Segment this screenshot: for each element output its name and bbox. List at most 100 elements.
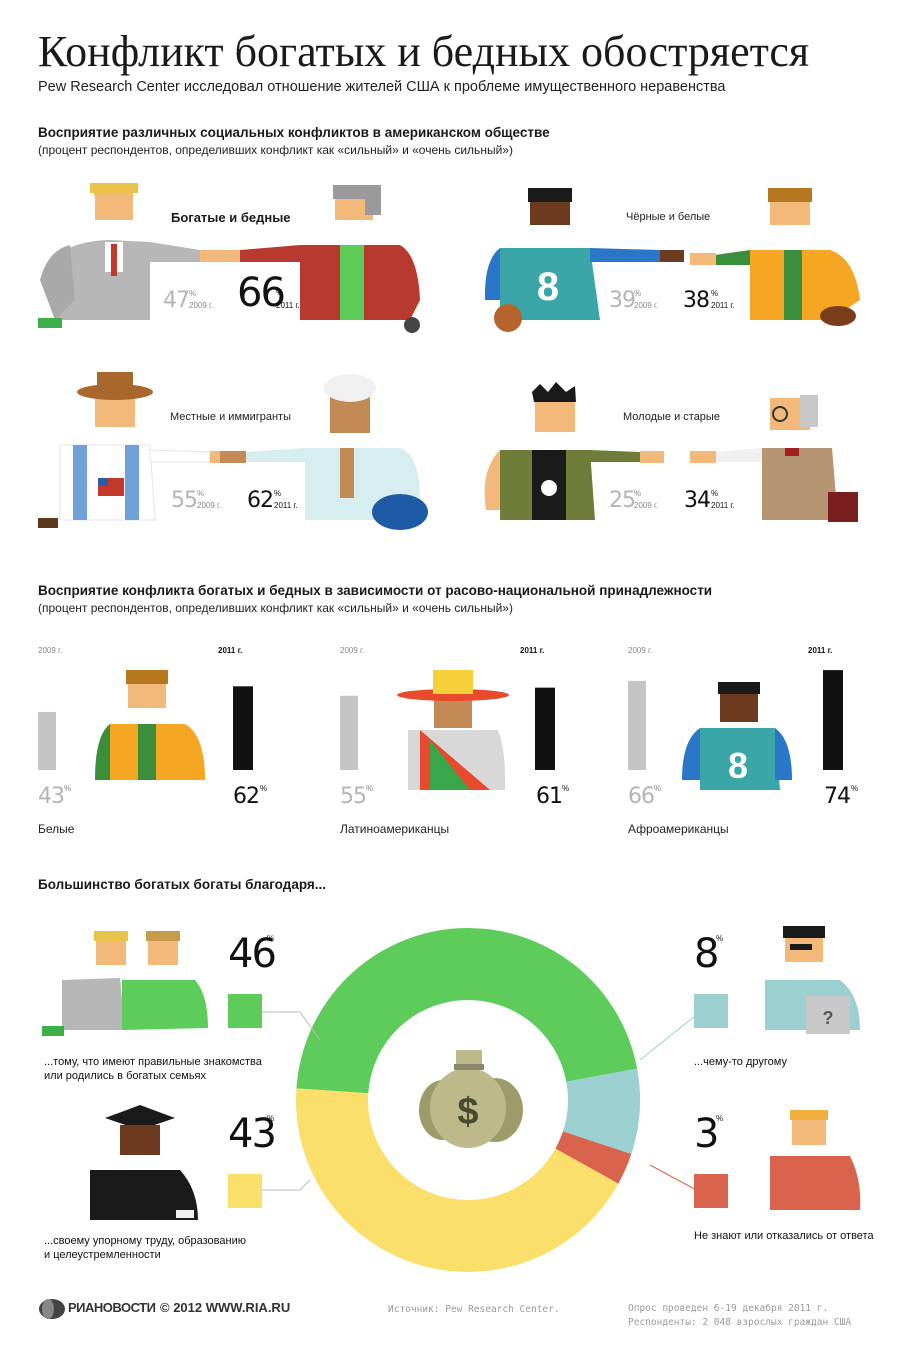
black-2011-header: 2011 г. bbox=[808, 646, 833, 655]
black-2011-value: 74 bbox=[824, 784, 851, 809]
latino-label: Латиноамериканцы bbox=[340, 822, 450, 836]
rich-poor-2011-value: 66 bbox=[237, 270, 286, 316]
locals-immigrants-2009-pct: % bbox=[197, 489, 205, 498]
young-old-2011-year: 2011 г. bbox=[711, 501, 735, 510]
dont-know-illustration bbox=[770, 1110, 861, 1210]
young-old-2011-pct: % bbox=[711, 489, 719, 498]
footer-respondents: Респонденты: 2 048 взрослых граждан США bbox=[628, 1317, 852, 1328]
rich-poor-2009-value: 47 bbox=[163, 288, 190, 313]
locals-immigrants-2011-pct: % bbox=[274, 489, 282, 498]
conflict-label-black-white: Чёрные и белые bbox=[626, 211, 711, 223]
connections-text-2: или родились в богатых семьях bbox=[44, 1070, 207, 1082]
svg-text:8: 8 bbox=[728, 745, 748, 786]
svg-text:8: 8 bbox=[537, 265, 559, 309]
legend-square-dont-know bbox=[694, 1174, 728, 1208]
white-2009-pct: % bbox=[64, 784, 72, 793]
rich-man-illustration bbox=[38, 183, 226, 328]
black-white-2009-year: 2009 г. bbox=[634, 301, 659, 310]
hard-work-text-2: и целеустремленности bbox=[44, 1249, 161, 1261]
money-bag-icon: $ bbox=[419, 1050, 523, 1148]
footer-survey: Опрос проведен 6-19 декабря 2011 г. bbox=[628, 1303, 829, 1314]
conflict-label-locals-immigrants: Местные и иммигранты bbox=[170, 411, 291, 423]
latino-figure bbox=[397, 670, 509, 790]
rich-poor-2011-pct: % bbox=[276, 288, 284, 297]
connections-illustration bbox=[42, 931, 208, 1036]
latino-2011-pct: % bbox=[562, 784, 570, 793]
hard-work-value: 43 bbox=[228, 1111, 277, 1157]
bar-2011-1 bbox=[535, 687, 555, 770]
section1-illustrations: 8 bbox=[38, 183, 860, 530]
legend-square-hard-work bbox=[228, 1174, 262, 1208]
bar-2009-1 bbox=[340, 695, 358, 770]
donut-slice-0 bbox=[296, 928, 638, 1094]
young-old-2011-value: 34 bbox=[684, 488, 711, 513]
footer-source: Источник: Pew Research Center. bbox=[388, 1304, 560, 1315]
other-value: 8 bbox=[694, 931, 719, 977]
white-2011-header: 2011 г. bbox=[218, 646, 243, 655]
other-illustration: ? bbox=[765, 926, 860, 1034]
dont-know-pct: % bbox=[716, 1114, 724, 1123]
white-figure bbox=[95, 670, 205, 780]
locals-immigrants-2011-year: 2011 г. bbox=[274, 501, 298, 510]
white-2009-value: 43 bbox=[38, 784, 65, 809]
black-figure: 8 bbox=[682, 682, 792, 790]
ria-logo-icon bbox=[39, 1299, 65, 1319]
legend-square-connections bbox=[228, 994, 262, 1028]
graduate-illustration bbox=[90, 1105, 198, 1220]
cowboy-illustration bbox=[38, 372, 236, 528]
svg-text:$: $ bbox=[457, 1091, 478, 1133]
latino-2009-header: 2009 г. bbox=[340, 646, 365, 655]
young-old-2009-value: 25 bbox=[609, 488, 636, 513]
latino-2009-pct: % bbox=[366, 784, 374, 793]
connections-value: 46 bbox=[228, 931, 277, 977]
black-white-2011-year: 2011 г. bbox=[711, 301, 735, 310]
young-man-illustration bbox=[484, 382, 664, 520]
bar-2009-0 bbox=[38, 711, 56, 770]
section1-note: (процент респондентов, определивших конф… bbox=[38, 143, 513, 157]
white-man-illustration bbox=[690, 188, 860, 326]
young-old-2009-year: 2009 г. bbox=[634, 501, 659, 510]
svg-text:?: ? bbox=[823, 1008, 834, 1028]
immigrant-illustration bbox=[220, 374, 428, 530]
section2-title: Восприятие конфликта богатых и бедных в … bbox=[38, 583, 713, 598]
old-man-illustration bbox=[690, 395, 858, 522]
black-2009-pct: % bbox=[654, 784, 662, 793]
bar-2011-2 bbox=[823, 670, 843, 770]
locals-immigrants-2011-value: 62 bbox=[247, 488, 274, 513]
white-2011-pct: % bbox=[260, 784, 268, 793]
black-2011-pct: % bbox=[851, 784, 859, 793]
footer-copyright: © 2012 WWW.RIA.RU bbox=[160, 1300, 291, 1315]
ria-logo-text: РИАНОВОСТИ bbox=[68, 1300, 156, 1315]
poor-man-illustration bbox=[210, 185, 420, 333]
dont-know-value: 3 bbox=[694, 1111, 719, 1157]
locals-immigrants-2009-value: 55 bbox=[171, 488, 198, 513]
donut-slice-1 bbox=[562, 1068, 640, 1154]
white-2011-value: 62 bbox=[233, 784, 260, 809]
black-2009-value: 66 bbox=[628, 784, 655, 809]
donut-slice-2 bbox=[555, 1131, 632, 1184]
young-old-2009-pct: % bbox=[634, 489, 642, 498]
latino-2011-header: 2011 г. bbox=[520, 646, 545, 655]
black-label: Афроамериканцы bbox=[628, 822, 729, 836]
section2-note: (процент респондентов, определивших конф… bbox=[38, 601, 513, 615]
race-bar-chart: 8 bbox=[38, 670, 843, 790]
white-label: Белые bbox=[38, 822, 75, 836]
latino-2009-value: 55 bbox=[340, 784, 367, 809]
dont-know-text: Не знают или отказались от ответа bbox=[694, 1230, 874, 1242]
rich-poor-2011-year: 2011 г. bbox=[276, 301, 300, 310]
rich-poor-2009-year: 2009 г. bbox=[189, 301, 214, 310]
conflict-label-rich-poor: Богатые и бедные bbox=[171, 210, 291, 225]
latino-2011-value: 61 bbox=[536, 784, 563, 809]
black-white-2011-pct: % bbox=[711, 289, 719, 298]
black-white-2009-value: 39 bbox=[609, 288, 636, 313]
black-2009-header: 2009 г. bbox=[628, 646, 653, 655]
reasons-donut-chart: $ ? bbox=[42, 926, 861, 1272]
other-text: ...чему-то другому bbox=[694, 1056, 787, 1068]
page-title: Конфликт богатых и бедных обостряется bbox=[38, 27, 810, 76]
black-white-2011-value: 38 bbox=[683, 288, 710, 313]
connections-text-1: ...тому, что имеют правильные знакомства bbox=[44, 1056, 262, 1068]
hard-work-text-1: ...своему упорному труду, образованию bbox=[44, 1235, 246, 1247]
black-man-illustration: 8 bbox=[484, 188, 684, 332]
connections-pct: % bbox=[267, 934, 275, 943]
locals-immigrants-2009-year: 2009 г. bbox=[197, 501, 222, 510]
